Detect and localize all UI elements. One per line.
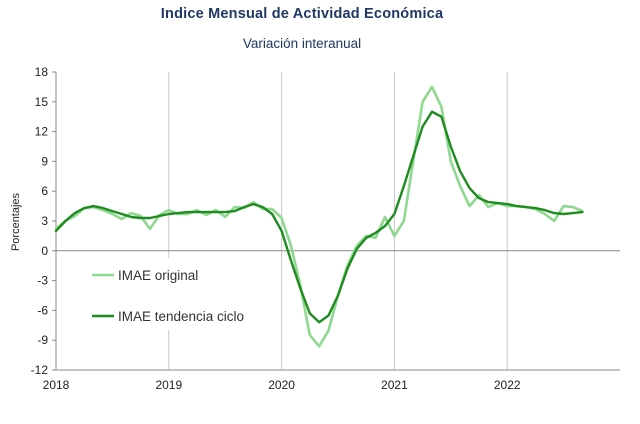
legend-box	[80, 258, 280, 330]
legend-label: IMAE original	[118, 268, 198, 283]
x-tick-labels: 2018 2019 2020 2021 2022	[43, 378, 521, 392]
legend: IMAE original IMAE tendencia ciclo	[80, 258, 280, 330]
x-tick-label: 2021	[381, 378, 408, 392]
x-tick-label: 2022	[494, 378, 521, 392]
x-tick-label: 2018	[43, 378, 70, 392]
legend-label: IMAE tendencia ciclo	[118, 309, 244, 324]
y-tick-label: -3	[37, 274, 48, 288]
y-tick-label: -6	[37, 303, 48, 317]
series-line-original	[54, 85, 584, 348]
y-tick-label: 6	[41, 184, 48, 198]
y-tick-label: -12	[31, 363, 49, 377]
y-axis-label: Porcentajes	[10, 192, 22, 251]
y-tick-label: 18	[35, 65, 49, 79]
series-lines	[54, 85, 584, 348]
y-tick-labels: 18 15 12 9 6 3 0 -3 -6 -9 -12	[31, 65, 49, 377]
x-tick-label: 2019	[155, 378, 182, 392]
y-tick-label: 9	[41, 154, 48, 168]
y-tick-label: 3	[41, 214, 48, 228]
series-line-tendencia	[54, 110, 584, 324]
chart-subtitle: Variación interanual	[242, 36, 362, 51]
y-tick-label: 12	[35, 125, 49, 139]
y-tick-label: 15	[35, 95, 49, 109]
x-tick-label: 2020	[268, 378, 295, 392]
y-tick-label: 0	[41, 244, 48, 258]
chart-title: Indice Mensual de Actividad Económica	[160, 6, 444, 22]
y-tick-label: -9	[37, 333, 48, 347]
axes	[52, 71, 620, 371]
